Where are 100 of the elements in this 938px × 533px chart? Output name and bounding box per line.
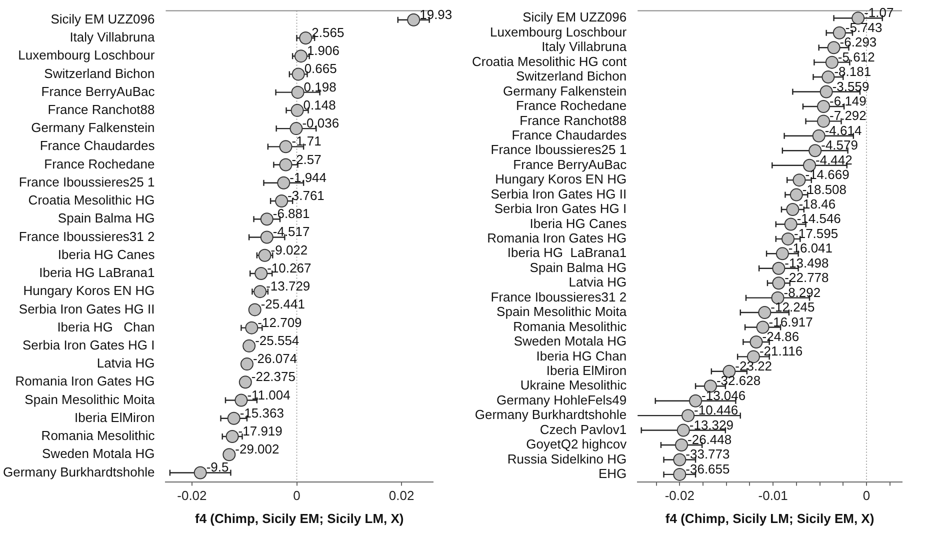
y-tick-label: Serbia Iron Gates HG I bbox=[494, 201, 627, 216]
annotation: -8.181 bbox=[834, 64, 872, 80]
y-tick-label: France BerryAuBac bbox=[513, 156, 628, 172]
annotation: -9.5 bbox=[206, 460, 229, 475]
y-tick-label: Iberia HG Chan bbox=[536, 348, 627, 364]
annotation: 0.148 bbox=[303, 97, 336, 112]
y-tick-label: Iberia HG Canes bbox=[530, 216, 628, 231]
y-tick-label: France Iboussieres31 2 bbox=[18, 228, 155, 244]
y-tick-label: Luxembourg Loschbour bbox=[18, 48, 156, 63]
point bbox=[817, 100, 830, 113]
point bbox=[275, 194, 288, 208]
y-tick-label: Romania Mesolithic bbox=[41, 428, 156, 444]
point bbox=[772, 276, 786, 290]
y-tick-label: France Iboussieres25 1 bbox=[18, 174, 155, 190]
y-tick-label: Iberia HG LaBrana1 bbox=[39, 265, 155, 280]
annotation: -2.57 bbox=[292, 152, 322, 167]
point bbox=[290, 104, 304, 117]
y-tick-label: GoyetQ2 highcov bbox=[526, 436, 628, 452]
y-tick-label: France Iboussieres31 2 bbox=[490, 289, 627, 304]
y-tick-label: Germany HohleFels49 bbox=[496, 392, 627, 408]
annotation: -18.508 bbox=[802, 182, 847, 197]
annotation: -8.292 bbox=[784, 284, 821, 300]
point bbox=[673, 468, 686, 481]
annotation: -16.917 bbox=[768, 314, 813, 330]
y-tick-label: Luxembourg Loschbour bbox=[490, 24, 628, 40]
point bbox=[676, 424, 690, 437]
annotation: -32.628 bbox=[716, 373, 761, 388]
annotation: -18.46 bbox=[798, 196, 836, 212]
y-tick-label: Spain Mesolithic Moita bbox=[24, 392, 156, 407]
point bbox=[226, 430, 239, 444]
annotation: -23.22 bbox=[735, 358, 772, 374]
point bbox=[291, 86, 304, 99]
annotation: -26.448 bbox=[688, 432, 732, 448]
x-tick-label: -0.01 bbox=[758, 488, 788, 504]
y-tick-label: Serbia Iron Gates HG II bbox=[490, 186, 627, 202]
point bbox=[673, 453, 686, 466]
annotation: -21.116 bbox=[759, 344, 803, 359]
y-tick-label: Serbia Iron Gates HG II bbox=[18, 301, 155, 316]
annotation: -12.709 bbox=[258, 314, 302, 330]
y-tick-label: Germany Falkenstein bbox=[503, 83, 627, 98]
y-tick-label: France Rochedane bbox=[516, 98, 627, 114]
y-tick-label: Italy Villabruna bbox=[542, 39, 628, 54]
annotation: -11.004 bbox=[247, 387, 290, 402]
y-tick-label: Italy Villabruna bbox=[70, 30, 156, 45]
y-tick-label: France Chaudardes bbox=[40, 138, 156, 154]
annotation: -5.612 bbox=[838, 49, 875, 64]
x-tick-label: 0 bbox=[293, 488, 300, 504]
annotation: -3.559 bbox=[832, 78, 870, 94]
annotation: -13.729 bbox=[266, 278, 310, 294]
point bbox=[194, 466, 207, 480]
y-tick-label: Croatia Mesolithic HG bbox=[28, 192, 155, 208]
y-tick-label: Romania Mesolithic bbox=[513, 318, 628, 334]
annotation: -1.07 bbox=[864, 5, 894, 20]
y-tick-label: Iberia ElMiron bbox=[546, 362, 627, 378]
y-tick-label: Ukraine Mesolithic bbox=[520, 378, 628, 393]
point bbox=[772, 262, 786, 275]
y-tick-label: Croatia Mesolithic HG cont bbox=[472, 54, 627, 69]
point bbox=[234, 394, 248, 407]
y-tick-label: Switzerland Bichon bbox=[516, 68, 627, 84]
y-tick-label: France Ranchot88 bbox=[520, 112, 627, 128]
annotation: 19.93 bbox=[420, 6, 452, 22]
annotation: -15.363 bbox=[240, 405, 284, 420]
point bbox=[242, 339, 256, 352]
x-tick-label: 0.02 bbox=[388, 488, 414, 504]
y-tick-label: Romania Iron Gates HG bbox=[487, 230, 627, 246]
point bbox=[227, 412, 240, 425]
y-tick-label: Russia Sidelkino HG bbox=[507, 451, 627, 466]
y-tick-label: EHG bbox=[598, 466, 627, 482]
point bbox=[238, 376, 252, 389]
y-tick-label: Iberia HG Canes bbox=[58, 246, 156, 262]
y-tick-label: Latvia HG bbox=[96, 356, 155, 371]
x-tick-label: -0.02 bbox=[177, 488, 207, 504]
y-tick-label: Spain Mesolithic Moita bbox=[496, 304, 628, 320]
y-tick-label: France Rochedane bbox=[44, 156, 155, 172]
annotation: -25.441 bbox=[260, 296, 305, 312]
y-tick-label: Romania Iron Gates HG bbox=[15, 374, 155, 389]
annotation: -13.498 bbox=[784, 255, 829, 270]
annotation: -26.074 bbox=[252, 351, 298, 366]
annotation: -17.595 bbox=[794, 226, 838, 241]
y-tick-label: France Ranchot88 bbox=[48, 102, 155, 118]
point bbox=[294, 50, 308, 63]
x-tick-label: 0 bbox=[862, 488, 870, 504]
annotation: -10.267 bbox=[267, 260, 312, 276]
y-tick-label: Iberia HG Chan bbox=[57, 319, 155, 334]
y-tick-label: Latvia HG bbox=[568, 274, 627, 290]
annotation: -6.149 bbox=[830, 93, 866, 108]
annotation: -17.919 bbox=[238, 424, 282, 439]
annotation: -4.614 bbox=[824, 122, 862, 138]
y-tick-label: Spain Balma HG bbox=[58, 210, 155, 226]
annotation: -6.881 bbox=[272, 206, 310, 222]
y-tick-label: Iberia ElMiron bbox=[74, 410, 155, 425]
annotation: -22.778 bbox=[784, 270, 829, 286]
point bbox=[260, 212, 274, 226]
annotation: -12.245 bbox=[770, 300, 815, 315]
annotation: -13.046 bbox=[702, 388, 746, 403]
annotation: -36.655 bbox=[686, 461, 730, 476]
point bbox=[786, 203, 800, 216]
y-tick-label: Hungary Koros EN HG bbox=[23, 283, 155, 298]
point bbox=[292, 68, 305, 81]
annotation: -10.446 bbox=[694, 402, 738, 418]
